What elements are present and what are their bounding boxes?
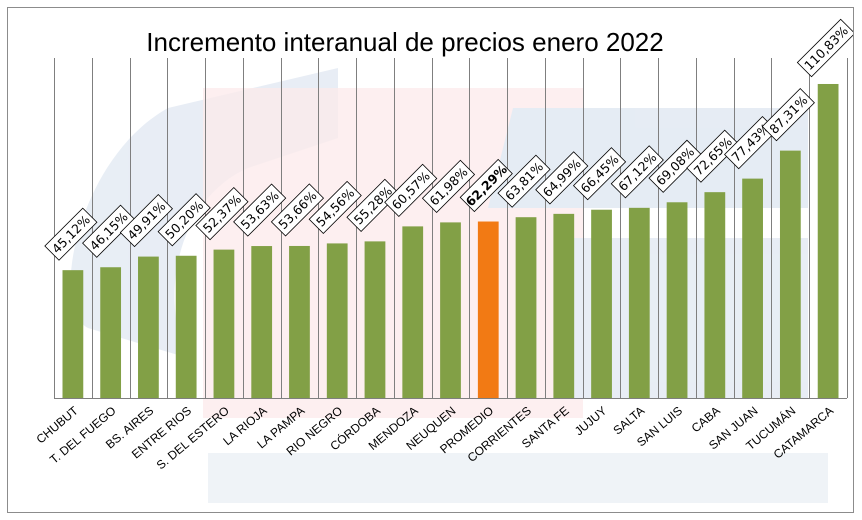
data-label-box xyxy=(82,204,136,258)
bar-16 xyxy=(666,202,688,398)
bar-9 xyxy=(402,226,424,398)
bar-1 xyxy=(100,267,122,398)
bar-14 xyxy=(591,209,612,398)
data-label-box xyxy=(157,193,211,247)
data-label-box xyxy=(421,159,476,213)
bar-11 xyxy=(477,221,499,398)
data-label-box xyxy=(233,183,287,237)
data-label-text: 110,83% xyxy=(801,23,851,73)
data-label-box xyxy=(796,18,853,78)
bar-18 xyxy=(742,178,763,398)
bar-17 xyxy=(704,192,726,398)
data-label-box xyxy=(44,207,98,261)
data-label-box xyxy=(384,163,438,217)
bar-20 xyxy=(817,83,839,399)
data-label-box xyxy=(648,139,702,193)
data-label-box xyxy=(459,158,513,213)
data-label-box xyxy=(610,145,664,199)
data-label-box xyxy=(195,187,249,241)
bar-13 xyxy=(553,213,575,398)
chart-title: Incremento interanual de precios enero 2… xyxy=(146,27,663,57)
chart-frame: Incremento interanual de precios enero 2… xyxy=(7,7,854,513)
data-label-box xyxy=(761,88,815,142)
bar-3 xyxy=(175,255,197,398)
data-label-box xyxy=(308,180,362,235)
data-label: 110,83% xyxy=(796,18,853,78)
bars xyxy=(62,83,839,399)
bar-chart: Incremento interanual de precios enero 2… xyxy=(34,18,853,503)
bar-0 xyxy=(62,270,84,398)
category-label: CABA xyxy=(689,404,723,436)
bar-19 xyxy=(779,150,801,398)
bar-7 xyxy=(326,243,348,398)
data-label-box xyxy=(535,151,589,205)
bar-2 xyxy=(138,256,159,398)
bar-6 xyxy=(289,245,310,398)
bar-4 xyxy=(213,249,235,398)
data-label-box xyxy=(119,194,173,248)
bar-5 xyxy=(251,246,273,398)
data-label-box xyxy=(346,178,400,232)
bar-8 xyxy=(364,241,386,398)
bar-10 xyxy=(440,222,461,398)
bar-15 xyxy=(628,207,650,398)
data-label-box xyxy=(270,183,325,237)
data-label-box xyxy=(686,129,740,183)
data-label-box xyxy=(497,154,551,208)
bar-12 xyxy=(515,217,537,398)
data-label-box xyxy=(572,147,627,201)
gridlines xyxy=(54,58,848,399)
category-label: T. DEL FUEGO xyxy=(47,404,118,467)
